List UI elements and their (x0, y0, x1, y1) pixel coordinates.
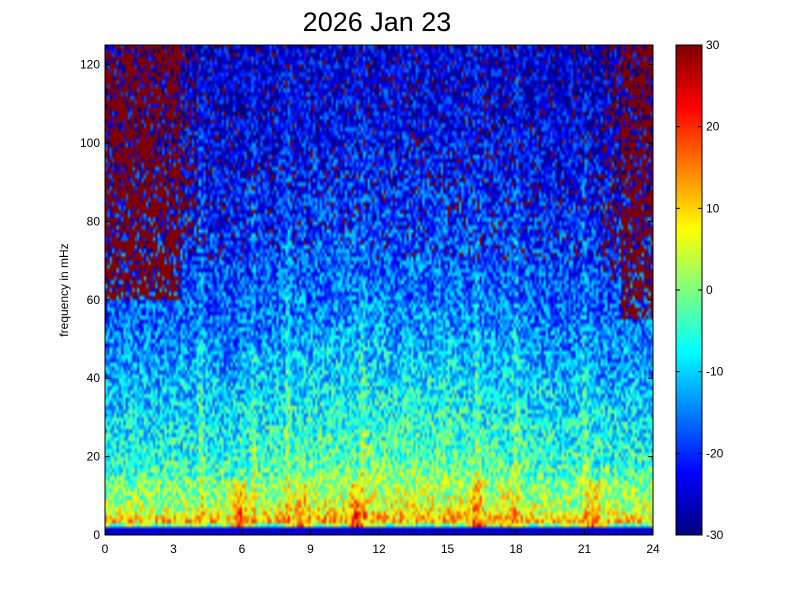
x-tick-label: 3 (170, 542, 177, 556)
y-axis: 0 20 40 60 80 100 120 (80, 58, 653, 542)
y-tick-label: 80 (87, 214, 101, 228)
x-tick-label: 12 (372, 542, 386, 556)
chart-title: 2026 Jan 23 (303, 7, 452, 37)
y-tick-label: 60 (87, 293, 101, 307)
y-tick-label: 40 (87, 371, 101, 385)
colorbar-tick-label: -10 (706, 365, 724, 379)
x-tick-label: 0 (102, 542, 109, 556)
colorbar-tick-label: -30 (706, 528, 724, 542)
colorbar (676, 45, 702, 535)
colorbar-tick-label: 20 (706, 120, 720, 134)
x-tick-label: 21 (578, 542, 592, 556)
colorbar-tick-label: 10 (706, 201, 720, 215)
y-tick-label: 100 (80, 136, 100, 150)
y-tick-label: 20 (87, 450, 101, 464)
y-tick-label: 0 (93, 528, 100, 542)
colorbar-ticks: 30 20 10 0 -10 -20 -30 (676, 38, 724, 542)
x-tick-label: 18 (509, 542, 523, 556)
x-tick-label: 6 (239, 542, 246, 556)
x-tick-label: 24 (646, 542, 660, 556)
x-axis: 0 3 6 9 12 15 18 21 24 (102, 45, 660, 556)
colorbar-tick-label: -20 (706, 446, 724, 460)
x-tick-label: 15 (441, 542, 455, 556)
x-tick-label: 9 (307, 542, 314, 556)
y-axis-label: frequency in mHz (57, 243, 71, 336)
spectrogram-heatmap (105, 45, 653, 535)
colorbar-tick-label: 30 (706, 38, 720, 52)
y-tick-label: 120 (80, 58, 100, 72)
colorbar-tick-label: 0 (706, 283, 713, 297)
